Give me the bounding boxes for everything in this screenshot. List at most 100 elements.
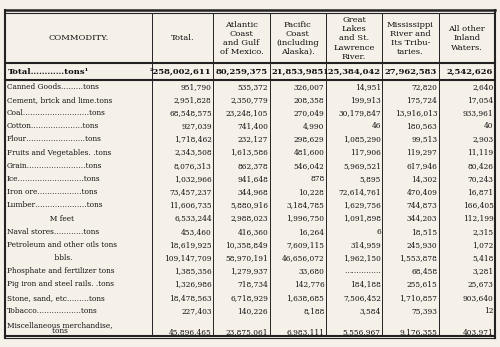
Text: 232,127: 232,127	[238, 135, 268, 143]
Text: 199,913: 199,913	[350, 96, 381, 104]
Text: Petroleum and other oils tons: Petroleum and other oils tons	[6, 241, 116, 249]
Text: 933,961: 933,961	[463, 109, 494, 117]
Text: 45,896,465: 45,896,465	[169, 328, 212, 336]
Text: 741,400: 741,400	[237, 122, 268, 130]
Text: 18,515: 18,515	[411, 228, 437, 236]
Text: 16,264: 16,264	[298, 228, 324, 236]
Text: 2,315: 2,315	[472, 228, 494, 236]
Text: 6,718,929: 6,718,929	[230, 294, 268, 302]
Text: 1,072: 1,072	[472, 241, 494, 249]
Text: Cement, brick and lime.tons: Cement, brick and lime.tons	[6, 96, 112, 104]
Text: 13,916,013: 13,916,013	[394, 109, 437, 117]
Text: 255,615: 255,615	[406, 280, 437, 288]
Text: 903,640: 903,640	[463, 294, 494, 302]
Text: 10,228: 10,228	[298, 188, 324, 196]
Text: 11,119: 11,119	[468, 149, 493, 156]
Text: COMMODITY.: COMMODITY.	[48, 34, 108, 42]
Text: Tobacco………………tons: Tobacco………………tons	[6, 307, 97, 315]
Text: 617,946: 617,946	[406, 162, 437, 170]
Text: Fruits and Vegetables. .tons: Fruits and Vegetables. .tons	[6, 149, 111, 156]
Text: 314,959: 314,959	[350, 241, 381, 249]
Text: 175,724: 175,724	[406, 96, 437, 104]
Text: 270,049: 270,049	[294, 109, 324, 117]
Text: 68,548,575: 68,548,575	[169, 109, 212, 117]
Text: 245,930: 245,930	[406, 241, 437, 249]
Text: 1,629,756: 1,629,756	[343, 201, 381, 209]
Text: 2,951,828: 2,951,828	[174, 96, 212, 104]
Text: 3,184,785: 3,184,785	[286, 201, 325, 209]
Text: 1,279,937: 1,279,937	[230, 267, 268, 275]
Text: 546,042: 546,042	[294, 162, 324, 170]
Text: 75,393: 75,393	[412, 307, 437, 315]
Text: Lumber…………………tons: Lumber…………………tons	[6, 201, 103, 209]
Text: 72,820: 72,820	[412, 83, 437, 91]
Text: 878: 878	[310, 175, 324, 183]
Text: 3,281: 3,281	[472, 267, 494, 275]
Text: 744,873: 744,873	[406, 201, 437, 209]
Text: 8,188: 8,188	[303, 307, 324, 315]
Text: 5,556,967: 5,556,967	[343, 328, 381, 336]
Text: 5,418: 5,418	[472, 254, 494, 262]
Text: 21,853,985: 21,853,985	[272, 68, 324, 76]
Text: 6: 6	[376, 228, 381, 236]
Text: 2,542,626: 2,542,626	[446, 68, 493, 76]
Text: 33,680: 33,680	[298, 267, 324, 275]
Text: ²258,002,611: ²258,002,611	[150, 68, 211, 76]
Text: 7,506,452: 7,506,452	[343, 294, 381, 302]
Text: 535,372: 535,372	[238, 83, 268, 91]
Text: Total…………tons¹: Total…………tons¹	[8, 68, 89, 76]
Text: 1,553,878: 1,553,878	[400, 254, 437, 262]
Text: 1,638,685: 1,638,685	[286, 294, 325, 302]
Text: 109,147,709: 109,147,709	[164, 254, 212, 262]
Text: Coal………………………tons: Coal………………………tons	[6, 109, 105, 117]
Text: 1,962,150: 1,962,150	[343, 254, 381, 262]
Text: 941,648: 941,648	[237, 175, 268, 183]
Text: 1,385,356: 1,385,356	[174, 267, 212, 275]
Text: 80,259,375: 80,259,375	[216, 68, 268, 76]
Text: 14,951: 14,951	[354, 83, 381, 91]
Text: 16,871: 16,871	[468, 188, 493, 196]
Text: 17,054: 17,054	[468, 96, 493, 104]
Text: 298,629: 298,629	[294, 135, 324, 143]
Text: 23,248,105: 23,248,105	[226, 109, 268, 117]
Text: 14,302: 14,302	[412, 175, 437, 183]
Text: Naval stores…………tons: Naval stores…………tons	[6, 228, 98, 236]
Text: bbls.: bbls.	[6, 254, 72, 262]
Text: 5,969,521: 5,969,521	[343, 162, 381, 170]
Text: 6,983,111: 6,983,111	[286, 328, 325, 336]
Text: 1,091,898: 1,091,898	[343, 214, 381, 222]
Text: 119,297: 119,297	[406, 149, 437, 156]
Text: Iron ore………………tons: Iron ore………………tons	[6, 188, 97, 196]
Text: 2,343,508: 2,343,508	[174, 149, 212, 156]
Text: 2,903: 2,903	[472, 135, 494, 143]
Text: 23,875,061: 23,875,061	[226, 328, 268, 336]
Text: 72,614,761: 72,614,761	[338, 188, 381, 196]
Text: 2,988,023: 2,988,023	[230, 214, 268, 222]
Text: 1,085,290: 1,085,290	[343, 135, 381, 143]
Text: 184,188: 184,188	[350, 280, 381, 288]
Text: Pacific
Coast
(including
Alaska).: Pacific Coast (including Alaska).	[276, 20, 319, 56]
Text: Canned Goods………tons: Canned Goods………tons	[6, 83, 98, 91]
Text: 7,609,115: 7,609,115	[286, 241, 325, 249]
Text: 166,405: 166,405	[462, 201, 494, 209]
Text: 2,640: 2,640	[472, 83, 494, 91]
Text: 80,426: 80,426	[468, 162, 493, 170]
Text: 326,007: 326,007	[294, 83, 324, 91]
Text: 344,968: 344,968	[238, 188, 268, 196]
Text: 25,673: 25,673	[468, 280, 493, 288]
Text: Mississippi
River and
Its Tribu-
taries.: Mississippi River and Its Tribu- taries.	[387, 20, 434, 56]
Text: ……………: ……………	[344, 267, 381, 275]
Text: 4,990: 4,990	[303, 122, 324, 130]
Text: Cotton…………………tons: Cotton…………………tons	[6, 122, 99, 130]
Text: 1,032,966: 1,032,966	[174, 175, 212, 183]
Text: 112,199: 112,199	[463, 214, 494, 222]
Text: 180,563: 180,563	[406, 122, 437, 130]
Text: 27,962,583: 27,962,583	[384, 68, 436, 76]
Text: 862,378: 862,378	[238, 162, 268, 170]
Text: 403,971: 403,971	[463, 328, 494, 336]
Text: 227,403: 227,403	[181, 307, 212, 315]
Text: 18,619,925: 18,619,925	[169, 241, 212, 249]
Text: 1,996,750: 1,996,750	[286, 214, 325, 222]
Text: All other
Inland
Waters.: All other Inland Waters.	[448, 25, 485, 52]
Text: 927,039: 927,039	[181, 122, 212, 130]
